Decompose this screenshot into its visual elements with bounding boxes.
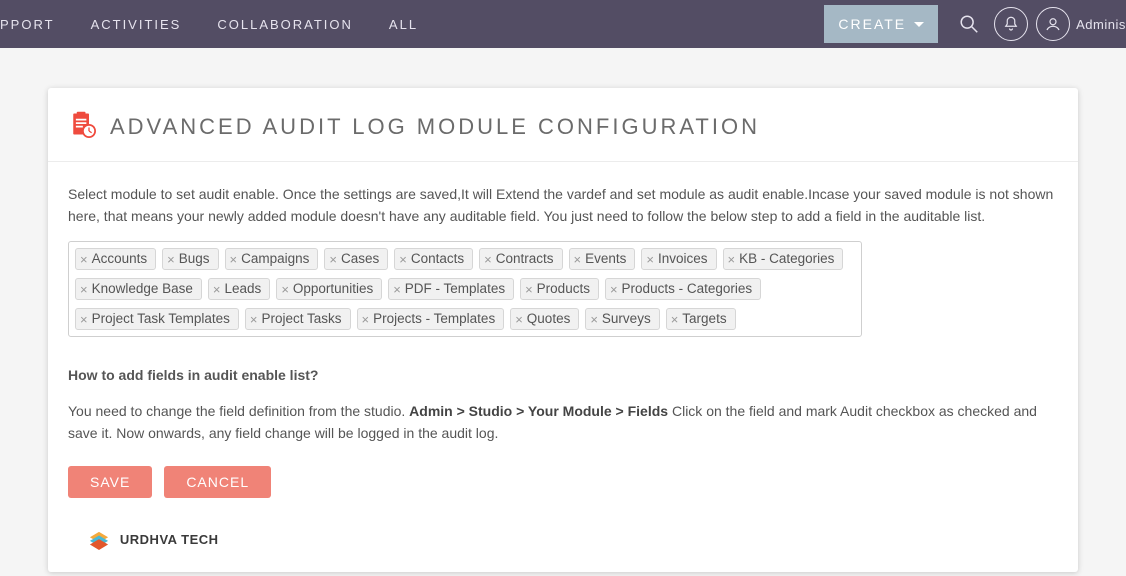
remove-tag-icon[interactable]: × <box>250 313 258 326</box>
module-tag[interactable]: ×Campaigns <box>225 248 319 270</box>
remove-tag-icon[interactable]: × <box>167 253 175 266</box>
remove-tag-icon[interactable]: × <box>80 253 88 266</box>
module-tag-label: Accounts <box>92 249 148 270</box>
chevron-down-icon <box>914 22 924 27</box>
nav-item-activities[interactable]: ACTIVITIES <box>73 0 200 48</box>
module-tag-label: Campaigns <box>241 249 309 270</box>
module-tag[interactable]: × PDF - Templates <box>388 278 514 300</box>
config-card: ADVANCED AUDIT LOG MODULE CONFIGURATION … <box>48 88 1078 572</box>
brand-name: URDHVA TECH <box>120 532 219 547</box>
module-tag[interactable]: ×Events <box>569 248 636 270</box>
remove-tag-icon[interactable]: × <box>610 283 618 296</box>
module-tag[interactable]: × Products - Categories <box>605 278 761 300</box>
module-tag-label: PDF - Templates <box>405 279 505 300</box>
module-tag-label: Quotes <box>527 309 571 330</box>
cancel-button[interactable]: CANCEL <box>164 466 271 498</box>
brand-logo-icon <box>88 530 110 550</box>
remove-tag-icon[interactable]: × <box>329 253 337 266</box>
remove-tag-icon[interactable]: × <box>515 313 523 326</box>
module-tag[interactable]: × Knowledge Base <box>75 278 202 300</box>
module-tag-label: Opportunities <box>293 279 373 300</box>
footer-brand: URDHVA TECH <box>68 528 1058 550</box>
module-tag-label: Project Task Templates <box>92 309 230 330</box>
module-tag[interactable]: × Products <box>520 278 599 300</box>
username-label: Administ <box>1076 17 1126 32</box>
module-tag[interactable]: × Cases <box>324 248 388 270</box>
remove-tag-icon[interactable]: × <box>525 283 533 296</box>
module-tag-label: Cases <box>341 249 379 270</box>
card-body: Select module to set audit enable. Once … <box>48 162 1078 550</box>
remove-tag-icon[interactable]: × <box>362 313 370 326</box>
remove-tag-icon[interactable]: × <box>213 283 221 296</box>
nav-item-collaboration[interactable]: COLLABORATION <box>199 0 371 48</box>
search-icon[interactable] <box>952 7 986 41</box>
page-title: ADVANCED AUDIT LOG MODULE CONFIGURATION <box>110 114 760 140</box>
module-tag-label: Projects - Templates <box>373 309 495 330</box>
module-tag-label: KB - Categories <box>739 249 834 270</box>
module-tag-label: Products <box>537 279 590 300</box>
module-tag-label: Invoices <box>658 249 708 270</box>
module-tag[interactable]: × Project Task Templates <box>75 308 239 330</box>
remove-tag-icon[interactable]: × <box>80 313 88 326</box>
user-icon[interactable] <box>1036 7 1070 41</box>
topbar: PPORTACTIVITIESCOLLABORATIONALL CREATE A… <box>0 0 1126 48</box>
remove-tag-icon[interactable]: × <box>728 253 736 266</box>
notifications-icon[interactable] <box>994 7 1028 41</box>
howto-path: Admin > Studio > Your Module > Fields <box>409 403 668 419</box>
remove-tag-icon[interactable]: × <box>281 283 289 296</box>
remove-tag-icon[interactable]: × <box>230 253 238 266</box>
module-tag[interactable]: × Contracts <box>479 248 562 270</box>
remove-tag-icon[interactable]: × <box>393 283 401 296</box>
module-tag[interactable]: × Invoices <box>641 248 716 270</box>
module-tag[interactable]: ×KB - Categories <box>723 248 844 270</box>
module-tag-label: Contacts <box>411 249 464 270</box>
remove-tag-icon[interactable]: × <box>590 313 598 326</box>
howto-title: How to add fields in audit enable list? <box>68 365 1058 387</box>
description-text: Select module to set audit enable. Once … <box>68 184 1058 227</box>
module-tag-label: Products - Categories <box>622 279 753 300</box>
remove-tag-icon[interactable]: × <box>399 253 407 266</box>
module-tagbox[interactable]: ×Accounts×Bugs×Campaigns×Cases×Contacts×… <box>68 241 862 337</box>
module-tag[interactable]: × Surveys <box>585 308 659 330</box>
module-tag[interactable]: × Contacts <box>394 248 473 270</box>
module-tag[interactable]: ×Targets <box>666 308 736 330</box>
nav-items: PPORTACTIVITIESCOLLABORATIONALL <box>0 0 436 48</box>
module-tag[interactable]: × Opportunities <box>276 278 382 300</box>
module-tag-label: Project Tasks <box>262 309 342 330</box>
module-tag-label: Events <box>585 249 626 270</box>
nav-item-all[interactable]: ALL <box>371 0 436 48</box>
remove-tag-icon[interactable]: × <box>484 253 492 266</box>
module-tag-label: Bugs <box>179 249 210 270</box>
module-tag-label: Surveys <box>602 309 651 330</box>
module-tag-label: Contracts <box>496 249 554 270</box>
howto-prefix: You need to change the field definition … <box>68 403 409 419</box>
module-tag[interactable]: × Bugs <box>162 248 218 270</box>
clipboard-clock-icon <box>68 110 96 143</box>
create-button[interactable]: CREATE <box>824 5 938 43</box>
module-tag-label: Knowledge Base <box>92 279 193 300</box>
module-tag[interactable]: × Leads <box>208 278 270 300</box>
remove-tag-icon[interactable]: × <box>646 253 654 266</box>
create-label: CREATE <box>838 16 906 32</box>
save-button[interactable]: SAVE <box>68 466 152 498</box>
module-tag-label: Leads <box>225 279 262 300</box>
howto-body: You need to change the field definition … <box>68 401 1058 444</box>
remove-tag-icon[interactable]: × <box>671 313 679 326</box>
action-buttons: SAVE CANCEL <box>68 466 1058 498</box>
module-tag[interactable]: × Project Tasks <box>245 308 351 330</box>
card-header: ADVANCED AUDIT LOG MODULE CONFIGURATION <box>48 88 1078 162</box>
remove-tag-icon[interactable]: × <box>80 283 88 296</box>
module-tag-label: Targets <box>682 309 726 330</box>
nav-item-pport[interactable]: PPORT <box>0 0 73 48</box>
module-tag[interactable]: × Accounts <box>75 248 156 270</box>
module-tag[interactable]: × Quotes <box>510 308 579 330</box>
module-tag[interactable]: ×Projects - Templates <box>357 308 505 330</box>
remove-tag-icon[interactable]: × <box>574 253 582 266</box>
